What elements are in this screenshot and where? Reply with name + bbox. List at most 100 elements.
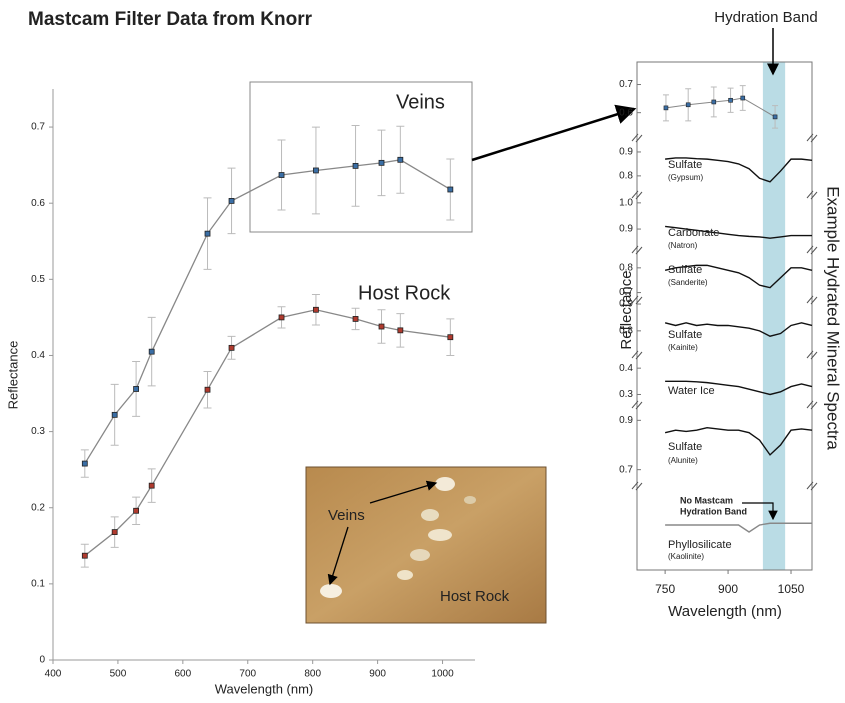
marker <box>204 230 211 237</box>
series-line <box>84 159 451 464</box>
photo <box>305 466 547 624</box>
axis-break <box>631 245 643 255</box>
marker <box>278 314 285 321</box>
axis-break <box>631 190 643 200</box>
axis-break <box>806 295 818 305</box>
marker <box>772 114 778 120</box>
side-label: Example Hydrated Mineral Spectra <box>824 186 843 450</box>
axis-break <box>806 400 818 410</box>
note-arrow <box>742 502 778 521</box>
y-tick-label: 0.6 <box>619 107 633 118</box>
x-tick-label: 700 <box>239 669 256 680</box>
marker <box>740 95 746 101</box>
marker <box>278 172 285 178</box>
mineral-detail: (Kaolinite) <box>668 552 704 561</box>
marker <box>711 99 717 105</box>
axis-break <box>806 481 818 491</box>
y-tick-label: 0.8 <box>619 171 633 182</box>
photo-arrow <box>327 526 349 586</box>
marker <box>447 186 454 193</box>
x-tick-label: 900 <box>718 582 738 596</box>
spectrum <box>664 427 813 456</box>
marker <box>378 323 385 330</box>
y-tick-label: 1.0 <box>619 197 633 208</box>
axis-break <box>631 400 643 410</box>
spectrum <box>665 380 813 396</box>
axis-break <box>806 133 818 143</box>
photo-arrow <box>369 480 438 504</box>
y-tick-label: 0.8 <box>619 325 633 336</box>
band-label: Hydration Band <box>714 9 817 26</box>
y-tick-label: 0.3 <box>619 389 633 400</box>
marker <box>204 386 211 393</box>
mineral-name: Carbonate <box>668 227 719 239</box>
mineral-name: Sulfate <box>668 264 702 276</box>
title: Mastcam Filter Data from Knorr <box>28 9 313 30</box>
y-tick-label: 0.7 <box>31 122 45 133</box>
spectrum <box>664 322 813 337</box>
marker <box>397 327 404 334</box>
axis-break <box>806 350 818 360</box>
y-tick-label: 0.9 <box>619 224 633 235</box>
marker <box>133 507 140 514</box>
marker <box>111 411 118 418</box>
y-axis-label: Reflectance <box>5 341 20 410</box>
x-tick-label: 750 <box>655 582 675 596</box>
axis-break <box>631 133 643 143</box>
axis-break <box>631 481 643 491</box>
x-tick-label: 600 <box>175 669 192 680</box>
mineral-detail: (Kainite) <box>668 343 698 352</box>
marker <box>397 156 404 163</box>
marker <box>352 316 359 322</box>
photo-label: Veins <box>328 507 365 524</box>
marker <box>148 348 155 355</box>
spectrum <box>665 225 812 239</box>
marker <box>728 97 733 103</box>
marker <box>148 482 155 489</box>
marker <box>111 529 118 535</box>
axis-break <box>631 350 643 360</box>
mineral-name: Water Ice <box>668 385 715 397</box>
mineral-detail: (Gypsum) <box>668 173 703 182</box>
x-tick-label: 400 <box>45 669 62 680</box>
x-axis-label: Wavelength (nm) <box>668 603 782 620</box>
mineral-name: Phyllosilicate <box>668 539 732 551</box>
spectrum <box>665 522 812 533</box>
y-tick-label: 0.7 <box>619 79 633 90</box>
marker <box>663 105 669 111</box>
y-tick-label: 0.5 <box>31 274 45 285</box>
series-label: Host Rock <box>358 282 451 304</box>
mineral-detail: (Alunite) <box>668 456 698 465</box>
marker <box>313 167 319 174</box>
spectrum <box>664 264 813 289</box>
inset-line <box>665 97 776 118</box>
x-tick-label: 1000 <box>431 669 454 680</box>
x-tick-label: 900 <box>369 669 386 680</box>
y-tick-label: 0.4 <box>619 363 633 374</box>
x-tick-label: 1050 <box>778 582 805 596</box>
axis-break <box>806 245 818 255</box>
mineral-detail: (Sanderite) <box>668 278 708 287</box>
mineral-name: Sulfate <box>668 159 702 171</box>
y-tick-label: 0.9 <box>619 299 633 310</box>
marker <box>378 159 385 166</box>
zoom-arrow <box>471 104 637 162</box>
note: Hydration Band <box>680 506 747 516</box>
marker <box>228 344 235 351</box>
marker <box>447 334 454 341</box>
note: No Mastcam <box>680 495 733 505</box>
marker <box>133 386 140 392</box>
series-line <box>84 309 451 557</box>
y-tick-label: 0 <box>39 655 45 666</box>
y-tick-label: 0.3 <box>31 426 45 437</box>
hydration-band <box>762 62 786 570</box>
x-axis-label: Wavelength (nm) <box>215 681 314 696</box>
y-tick-label: 0.6 <box>31 198 45 209</box>
axis-break <box>806 190 818 200</box>
y-tick-label: 0.2 <box>31 502 45 513</box>
photo-label: Host Rock <box>440 588 510 605</box>
axis-break <box>631 295 643 305</box>
x-tick-label: 800 <box>304 669 321 680</box>
